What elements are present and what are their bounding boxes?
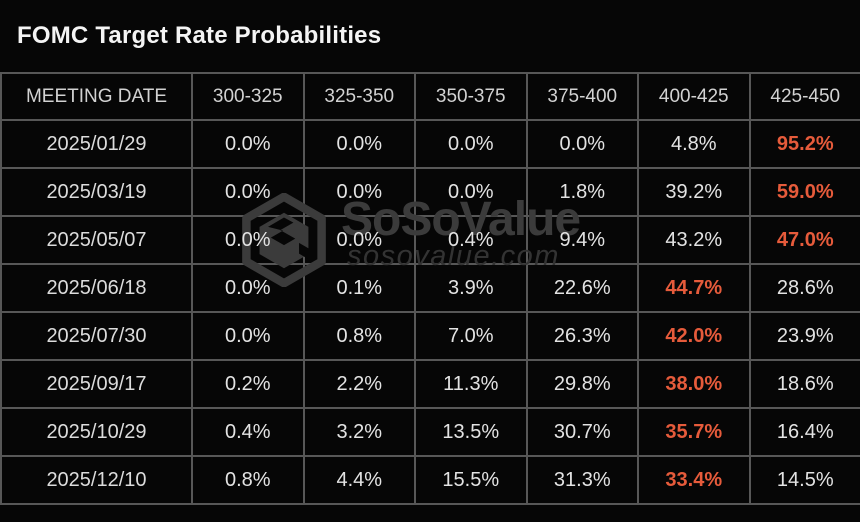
- probability-cell: 39.2%: [637, 167, 751, 217]
- probability-cell: 0.0%: [525, 119, 639, 169]
- table-body: 2025/01/29 0.0% 0.0% 0.0% 0.0% 4.8% 95.2% 2025/…: [0, 119, 860, 505]
- probability-cell: 4.4%: [302, 455, 416, 505]
- probability-cell: 30.7%: [525, 407, 639, 457]
- table-row: 2025/09/17 0.2% 2.2% 11.3% 29.8% 38.0% 18.6%: [0, 359, 860, 409]
- probability-cell: 0.0%: [302, 167, 416, 217]
- probability-cell: 0.0%: [414, 119, 528, 169]
- probability-cell-highlighted: 44.7%: [637, 263, 751, 313]
- probability-cell: 0.1%: [302, 263, 416, 313]
- header-row: MEETING DATE 300-325 325-350 350-375 375-400…: [0, 72, 860, 121]
- probability-cell: 0.4%: [414, 215, 528, 265]
- meeting-date-cell: 2025/01/29: [0, 119, 193, 169]
- col-header-rate-range: 400-425: [637, 72, 751, 121]
- probability-cell: 16.4%: [748, 407, 860, 457]
- col-header-rate-range: 375-400: [525, 72, 639, 121]
- probability-cell: 1.8%: [525, 167, 639, 217]
- probability-cell: 0.0%: [414, 167, 528, 217]
- probability-cell: 28.6%: [748, 263, 860, 313]
- probability-cell-highlighted: 38.0%: [637, 359, 751, 409]
- probability-cell: 0.0%: [191, 263, 305, 313]
- probability-cell-highlighted: 47.0%: [748, 215, 860, 265]
- table-row: 2025/12/10 0.8% 4.4% 15.5% 31.3% 33.4% 14.5%: [0, 455, 860, 505]
- col-header-rate-range: 350-375: [414, 72, 528, 121]
- meeting-date-cell: 2025/10/29: [0, 407, 193, 457]
- probability-cell: 26.3%: [525, 311, 639, 361]
- probability-cell: 0.0%: [191, 167, 305, 217]
- probability-cell: 43.2%: [637, 215, 751, 265]
- probability-cell: 7.0%: [414, 311, 528, 361]
- col-header-rate-range: 425-450: [748, 72, 860, 121]
- probability-cell-highlighted: 95.2%: [748, 119, 860, 169]
- probability-cell-highlighted: 33.4%: [637, 455, 751, 505]
- probability-cell: 0.0%: [302, 215, 416, 265]
- meeting-date-cell: 2025/12/10: [0, 455, 193, 505]
- probability-cell: 31.3%: [525, 455, 639, 505]
- probability-cell: 0.2%: [191, 359, 305, 409]
- probability-cell: 13.5%: [414, 407, 528, 457]
- probability-cell: 14.5%: [748, 455, 860, 505]
- table-row: 2025/01/29 0.0% 0.0% 0.0% 0.0% 4.8% 95.2%: [0, 119, 860, 169]
- probability-cell-highlighted: 59.0%: [748, 167, 860, 217]
- page-title: FOMC Target Rate Probabilities: [17, 22, 382, 49]
- probability-cell: 0.4%: [191, 407, 305, 457]
- probability-cell-highlighted: 35.7%: [637, 407, 751, 457]
- probability-cell: 4.8%: [637, 119, 751, 169]
- probability-cell: 23.9%: [748, 311, 860, 361]
- col-header-rate-range: 300-325: [191, 72, 305, 121]
- probability-cell-highlighted: 42.0%: [637, 311, 751, 361]
- probability-cell: 0.8%: [191, 455, 305, 505]
- probability-cell: 11.3%: [414, 359, 528, 409]
- probability-cell: 0.0%: [191, 119, 305, 169]
- probability-cell: 0.0%: [191, 311, 305, 361]
- probability-cell: 29.8%: [525, 359, 639, 409]
- table-row: 2025/06/18 0.0% 0.1% 3.9% 22.6% 44.7% 28.6%: [0, 263, 860, 313]
- meeting-date-cell: 2025/09/17: [0, 359, 193, 409]
- table-row: 2025/10/29 0.4% 3.2% 13.5% 30.7% 35.7% 16.4%: [0, 407, 860, 457]
- meeting-date-cell: 2025/03/19: [0, 167, 193, 217]
- col-header-rate-range: 325-350: [302, 72, 416, 121]
- table-row: 2025/07/30 0.0% 0.8% 7.0% 26.3% 42.0% 23.9%: [0, 311, 860, 361]
- probability-cell: 22.6%: [525, 263, 639, 313]
- meeting-date-cell: 2025/06/18: [0, 263, 193, 313]
- probability-cell: 3.9%: [414, 263, 528, 313]
- meeting-date-cell: 2025/05/07: [0, 215, 193, 265]
- probability-cell: 0.8%: [302, 311, 416, 361]
- probability-cell: 18.6%: [748, 359, 860, 409]
- probability-cell: 15.5%: [414, 455, 528, 505]
- table-row: 2025/05/07 0.0% 0.0% 0.4% 9.4% 43.2% 47.0%: [0, 215, 860, 265]
- fomc-probabilities-table: MEETING DATE 300-325 325-350 350-375 375-400…: [0, 72, 860, 505]
- probability-cell: 0.0%: [302, 119, 416, 169]
- meeting-date-cell: 2025/07/30: [0, 311, 193, 361]
- probability-cell: 3.2%: [302, 407, 416, 457]
- col-header-meeting-date: MEETING DATE: [0, 72, 193, 121]
- probability-cell: 0.0%: [191, 215, 305, 265]
- probability-cell: 9.4%: [525, 215, 639, 265]
- title-bar: FOMC Target Rate Probabilities: [0, 0, 860, 72]
- probability-cell: 2.2%: [302, 359, 416, 409]
- table-row: 2025/03/19 0.0% 0.0% 0.0% 1.8% 39.2% 59.0%: [0, 167, 860, 217]
